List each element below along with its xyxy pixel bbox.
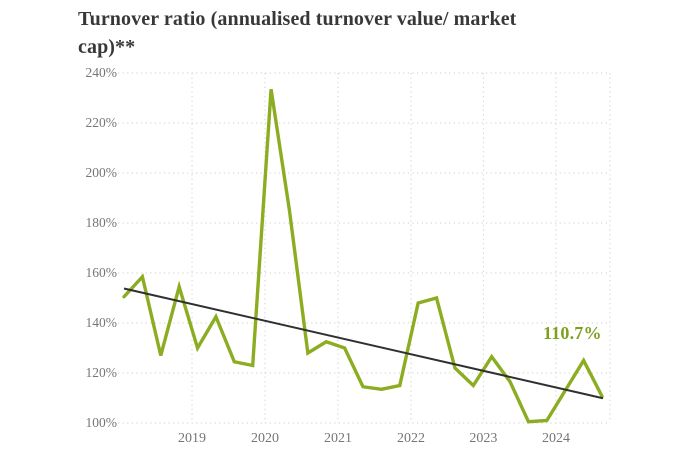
y-tick-label: 100% — [85, 415, 118, 430]
y-tick-label: 140% — [85, 315, 118, 330]
x-tick-label: 2020 — [251, 431, 279, 446]
y-tick-label: 180% — [85, 215, 118, 230]
y-tick-label: 240% — [85, 65, 118, 80]
x-tick-label: 2024 — [542, 431, 571, 446]
trend-line — [123, 287, 604, 400]
y-tick-label: 160% — [85, 265, 118, 280]
y-tick-label: 200% — [85, 165, 118, 180]
final-value-annotation: 110.7% — [543, 323, 602, 343]
chart-title: Turnover ratio (annualised turnover valu… — [78, 8, 517, 58]
x-tick-label: 2022 — [396, 431, 425, 446]
y-tick-label: 120% — [85, 365, 118, 380]
x-tick-label: 2019 — [178, 431, 207, 446]
x-tick-label: 2021 — [323, 431, 352, 446]
series-line-turnover-ratio — [122, 88, 604, 424]
x-tick-label: 2023 — [469, 431, 498, 446]
y-tick-label: 220% — [85, 115, 118, 130]
